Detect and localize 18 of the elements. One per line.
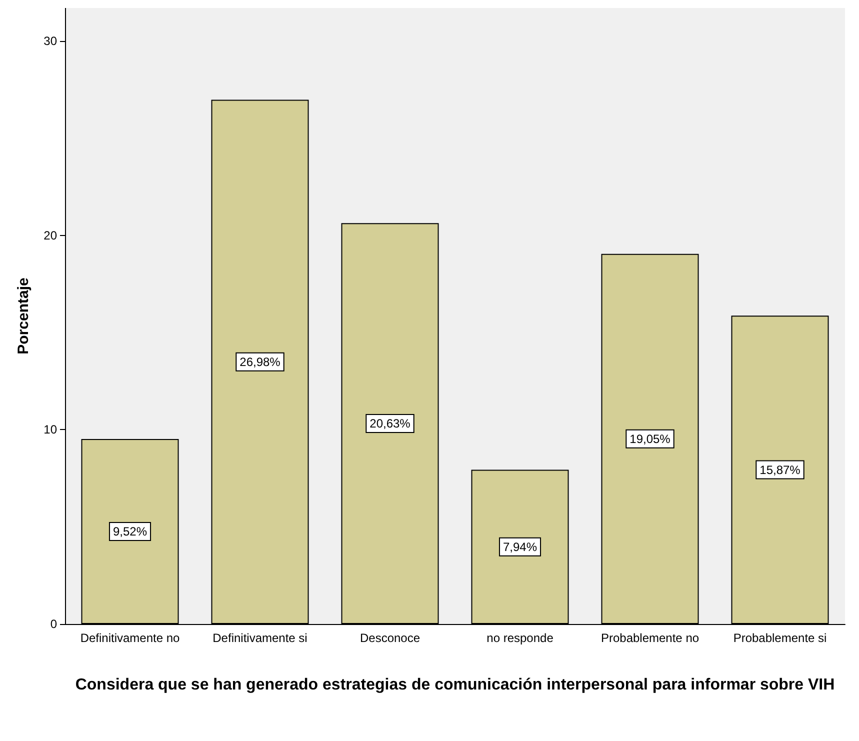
x-tick-label: Probablemente no	[600, 631, 700, 645]
x-tick-label: Definitivamente si	[212, 631, 308, 645]
data-label: 26,98%	[240, 354, 281, 369]
data-label: 7,94%	[502, 540, 538, 554]
x-tick-label: Probablemente si	[733, 631, 827, 645]
x-tick-label: no responde	[486, 631, 554, 645]
x-tick-label: Definitivamente no	[80, 631, 180, 645]
x-axis-title: Considera que se han generado estrategias de comunicación interpersonal para informar sobre VIH	[75, 676, 835, 694]
y-tick-label: 10	[44, 422, 58, 437]
y-tick-label: 30	[44, 34, 58, 48]
y-axis-title: Porcentaje	[15, 278, 32, 354]
y-tick-label: 20	[44, 228, 58, 242]
data-label: 19,05%	[630, 432, 671, 446]
x-tick-label: Desconoce	[360, 631, 420, 645]
data-label: 9,52%	[112, 524, 148, 539]
data-label: 15,87%	[760, 462, 801, 477]
y-tick-label: 0	[50, 617, 58, 631]
data-label: 20,63%	[370, 416, 411, 431]
